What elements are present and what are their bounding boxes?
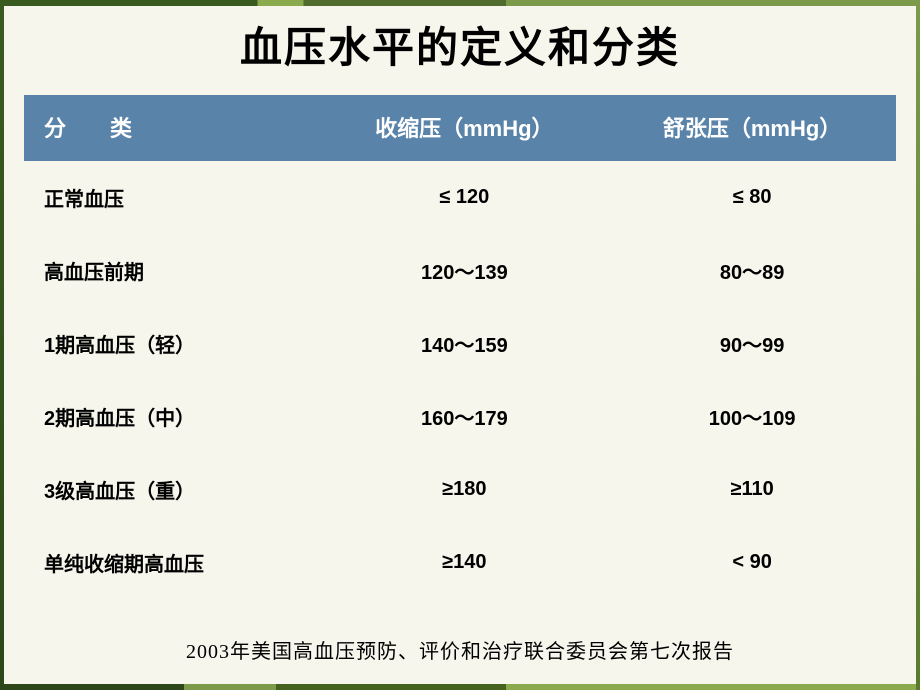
table-header: 分 类 收缩压（mmHg） 舒张压（mmHg） <box>24 95 896 161</box>
cell-diastolic: < 90 <box>608 526 896 599</box>
table-row: 高血压前期 120～139 80～89 <box>24 234 896 307</box>
col-header-systolic: 收缩压（mmHg） <box>320 95 608 161</box>
cell-category: 2期高血压（中） <box>24 380 320 453</box>
col-header-category: 分 类 <box>24 95 320 161</box>
table-row: 2期高血压（中） 160～179 100～109 <box>24 380 896 453</box>
table-row: 单纯收缩期高血压 ≥140 < 90 <box>24 526 896 599</box>
col-header-diastolic: 舒张压（mmHg） <box>608 95 896 161</box>
cell-systolic: ≤ 120 <box>320 161 608 234</box>
cell-category: 正常血压 <box>24 161 320 234</box>
table-row: 3级高血压（重） ≥180 ≥110 <box>24 453 896 526</box>
slide: 血压水平的定义和分类 分 类 收缩压（mmHg） 舒张压（mmHg） 正常血压 … <box>4 6 916 684</box>
cell-category: 3级高血压（重） <box>24 453 320 526</box>
cell-diastolic: ≤ 80 <box>608 161 896 234</box>
cell-diastolic: 100～109 <box>608 380 896 453</box>
frame-border-bottom <box>0 684 920 690</box>
frame-border-right <box>916 0 920 690</box>
cell-category: 单纯收缩期高血压 <box>24 526 320 599</box>
bp-classification-table: 分 类 收缩压（mmHg） 舒张压（mmHg） 正常血压 ≤ 120 ≤ 80 … <box>24 95 896 599</box>
slide-title: 血压水平的定义和分类 <box>24 14 896 75</box>
cell-systolic: ≥140 <box>320 526 608 599</box>
cell-systolic: ≥180 <box>320 453 608 526</box>
cell-category: 1期高血压（轻） <box>24 307 320 380</box>
cell-diastolic: 80～89 <box>608 234 896 307</box>
table-row: 正常血压 ≤ 120 ≤ 80 <box>24 161 896 234</box>
cell-systolic: 140～159 <box>320 307 608 380</box>
cell-diastolic: 90～99 <box>608 307 896 380</box>
cell-systolic: 160～179 <box>320 380 608 453</box>
cell-category: 高血压前期 <box>24 234 320 307</box>
table-body: 正常血压 ≤ 120 ≤ 80 高血压前期 120～139 80～89 1期高血… <box>24 161 896 599</box>
cell-systolic: 120～139 <box>320 234 608 307</box>
footer-citation: 2003年美国高血压预防、评价和治疗联合委员会第七次报告 <box>24 635 896 664</box>
table-row: 1期高血压（轻） 140～159 90～99 <box>24 307 896 380</box>
cell-diastolic: ≥110 <box>608 453 896 526</box>
